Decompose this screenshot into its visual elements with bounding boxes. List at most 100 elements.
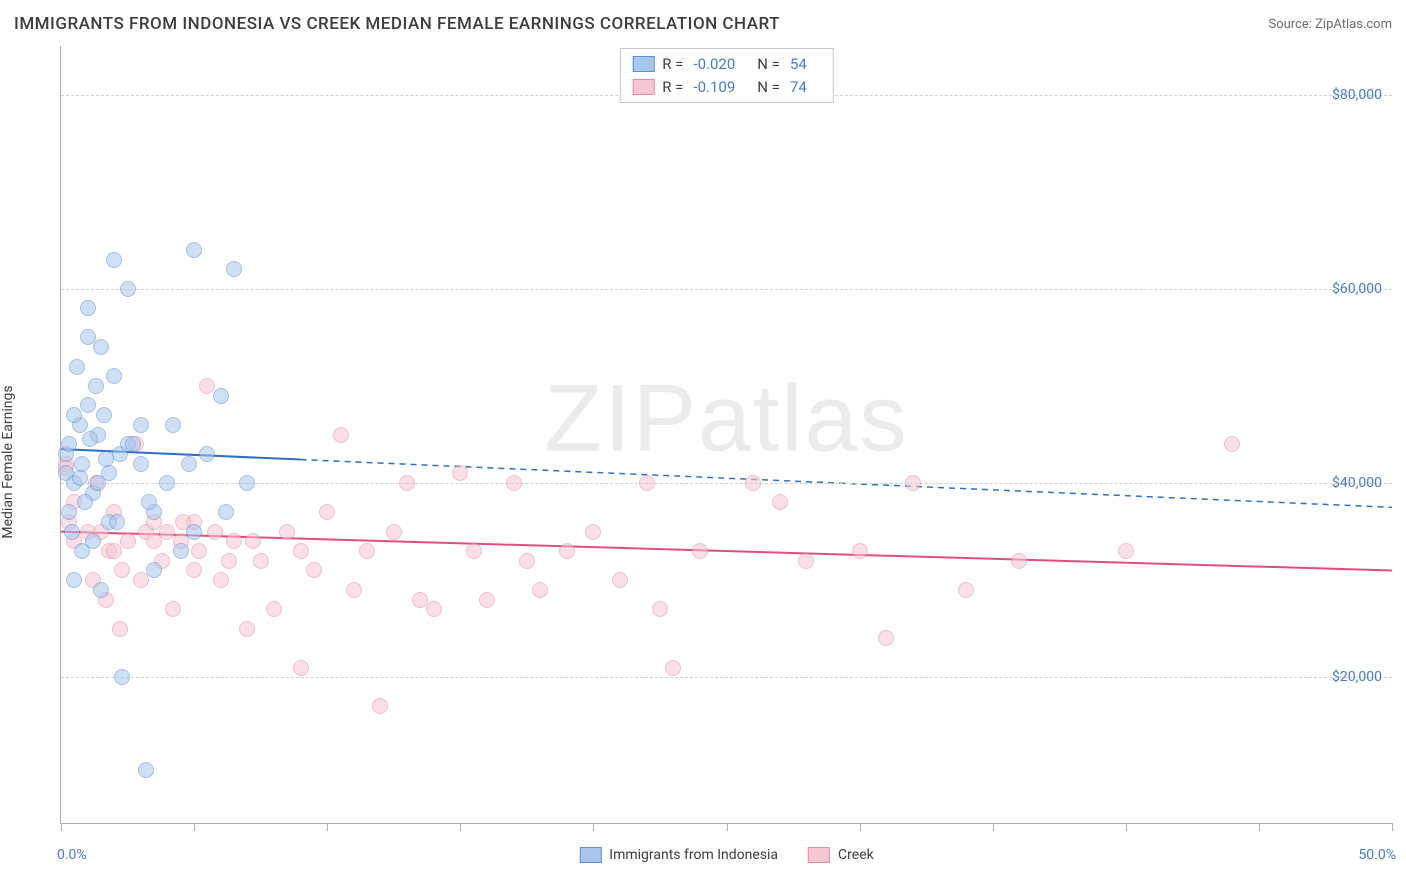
x-axis-min-label: 0.0% xyxy=(57,847,87,863)
scatter-point xyxy=(333,427,349,443)
x-tick xyxy=(593,823,594,831)
scatter-point xyxy=(61,504,77,520)
scatter-point xyxy=(66,572,82,588)
legend-swatch-icon xyxy=(579,847,601,863)
scatter-point xyxy=(90,475,106,491)
scatter-point xyxy=(226,533,242,549)
scatter-point xyxy=(253,553,269,569)
scatter-point xyxy=(1224,436,1240,452)
y-tick-label: $40,000 xyxy=(1332,475,1382,491)
scatter-point xyxy=(279,524,295,540)
scatter-point xyxy=(106,368,122,384)
scatter-point xyxy=(213,388,229,404)
scatter-point xyxy=(293,543,309,559)
scatter-point xyxy=(141,494,157,510)
scatter-point xyxy=(466,543,482,559)
scatter-point xyxy=(106,543,122,559)
scatter-point xyxy=(109,514,125,530)
scatter-point xyxy=(692,543,708,559)
scatter-point xyxy=(96,407,112,423)
scatter-point xyxy=(745,475,761,491)
scatter-point xyxy=(186,562,202,578)
legend-row-indonesia: R = -0.020 N = 54 xyxy=(632,53,821,76)
scatter-point xyxy=(120,281,136,297)
scatter-point xyxy=(138,762,154,778)
header: IMMIGRANTS FROM INDONESIA VS CREEK MEDIA… xyxy=(14,14,1392,34)
scatter-point xyxy=(905,475,921,491)
chart-title: IMMIGRANTS FROM INDONESIA VS CREEK MEDIA… xyxy=(14,14,780,34)
scatter-point xyxy=(82,431,98,447)
r-value-creek: -0.109 xyxy=(693,76,735,99)
series-legend: Immigrants from Indonesia Creek xyxy=(579,847,873,863)
scatter-point xyxy=(72,470,88,486)
scatter-point xyxy=(639,475,655,491)
scatter-point xyxy=(852,543,868,559)
scatter-point xyxy=(146,562,162,578)
scatter-point xyxy=(80,397,96,413)
scatter-point xyxy=(106,252,122,268)
y-tick-label: $20,000 xyxy=(1332,669,1382,685)
scatter-point xyxy=(266,601,282,617)
scatter-point xyxy=(293,660,309,676)
scatter-point xyxy=(191,543,207,559)
legend-item-indonesia: Immigrants from Indonesia xyxy=(579,847,778,863)
scatter-point xyxy=(88,378,104,394)
scatter-point xyxy=(165,417,181,433)
scatter-point xyxy=(181,456,197,472)
scatter-point xyxy=(452,465,468,481)
scatter-point xyxy=(506,475,522,491)
scatter-point xyxy=(165,601,181,617)
scatter-point xyxy=(114,562,130,578)
scatter-point xyxy=(120,533,136,549)
x-axis-max-label: 50.0% xyxy=(1358,847,1396,863)
scatter-point xyxy=(159,475,175,491)
scatter-point xyxy=(585,524,601,540)
scatter-point xyxy=(319,504,335,520)
gridline xyxy=(61,483,1392,484)
scatter-point xyxy=(93,339,109,355)
scatter-point xyxy=(80,300,96,316)
scatter-point xyxy=(239,621,255,637)
x-tick xyxy=(460,823,461,831)
x-tick xyxy=(327,823,328,831)
trendline-solid xyxy=(61,449,301,459)
scatter-point xyxy=(226,261,242,277)
y-tick-label: $60,000 xyxy=(1332,281,1382,297)
scatter-point xyxy=(218,504,234,520)
x-tick xyxy=(727,823,728,831)
scatter-point xyxy=(85,533,101,549)
scatter-point xyxy=(399,475,415,491)
scatter-point xyxy=(74,456,90,472)
scatter-point xyxy=(386,524,402,540)
scatter-point xyxy=(359,543,375,559)
scatter-point xyxy=(532,582,548,598)
scatter-point xyxy=(213,572,229,588)
scatter-point xyxy=(612,572,628,588)
scatter-point xyxy=(133,417,149,433)
scatter-point xyxy=(772,494,788,510)
scatter-point xyxy=(958,582,974,598)
x-tick xyxy=(993,823,994,831)
y-axis-label: Median Female Earnings xyxy=(0,385,16,538)
chart-container: Median Female Earnings ZIPatlas R = -0.0… xyxy=(14,46,1392,878)
legend-row-creek: R = -0.109 N = 74 xyxy=(632,76,821,99)
scatter-point xyxy=(93,582,109,598)
x-tick xyxy=(860,823,861,831)
scatter-point xyxy=(221,553,237,569)
scatter-point xyxy=(306,562,322,578)
scatter-point xyxy=(125,436,141,452)
r-value-indonesia: -0.020 xyxy=(693,53,735,76)
y-tick-label: $80,000 xyxy=(1332,87,1382,103)
scatter-point xyxy=(878,630,894,646)
scatter-point xyxy=(199,446,215,462)
scatter-point xyxy=(114,669,130,685)
scatter-point xyxy=(112,621,128,637)
scatter-point xyxy=(186,242,202,258)
scatter-point xyxy=(173,543,189,559)
legend-item-creek: Creek xyxy=(808,847,874,863)
gridline xyxy=(61,289,1392,290)
scatter-point xyxy=(66,407,82,423)
n-value-indonesia: 54 xyxy=(790,53,807,76)
scatter-point xyxy=(665,660,681,676)
legend-swatch-indonesia xyxy=(632,56,654,72)
